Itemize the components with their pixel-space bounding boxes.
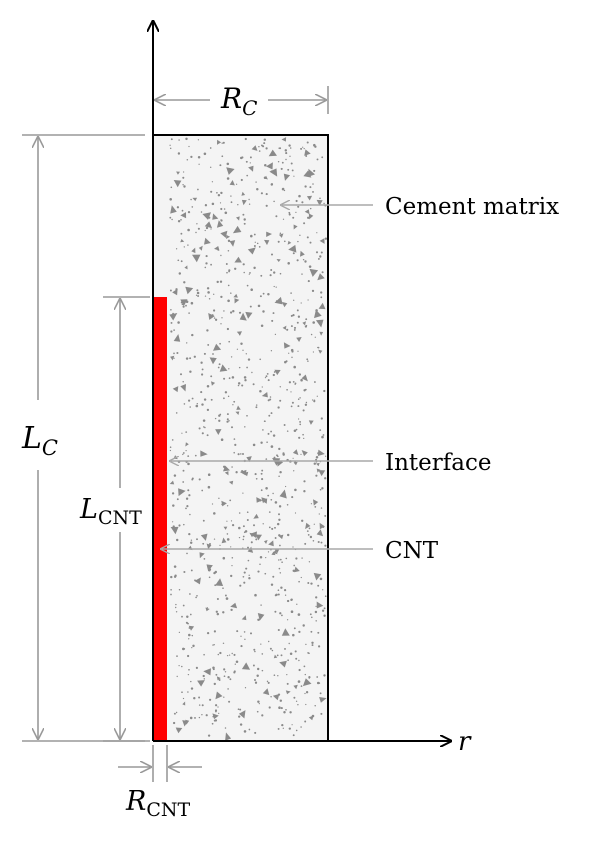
cement-matrix-region — [153, 135, 328, 741]
r-axis-label: r — [458, 727, 472, 757]
interface-label: Interface — [385, 450, 491, 476]
cement-texture — [169, 137, 328, 741]
lcnt-label: LCNT — [79, 494, 142, 529]
rcnt-label: RCNT — [125, 786, 191, 821]
cement-matrix-label: Cement matrix — [385, 194, 559, 220]
cnt-label: CNT — [385, 538, 439, 564]
rc-label: RC — [220, 82, 257, 120]
matrix-outline — [153, 134, 329, 741]
cnt-fiber — [153, 297, 167, 741]
lc-label: LC — [21, 421, 58, 460]
